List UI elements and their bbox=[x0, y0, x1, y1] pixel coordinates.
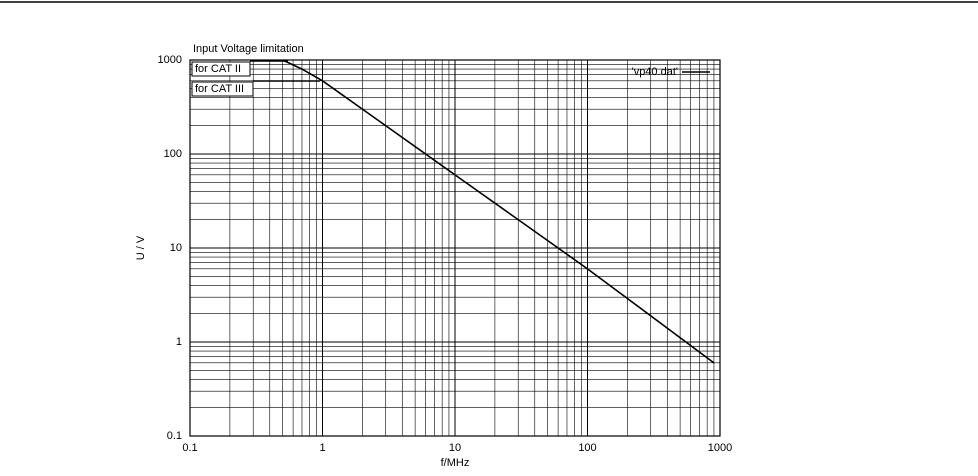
annotation: for CAT III bbox=[195, 83, 244, 95]
annotation-box bbox=[191, 81, 254, 97]
x-tick-label: 100 bbox=[578, 442, 596, 454]
y-axis-label: U / V bbox=[135, 235, 147, 260]
y-tick-label: 1 bbox=[176, 336, 182, 348]
y-tick-label: 0.1 bbox=[167, 430, 182, 442]
plot-frame bbox=[189, 59, 721, 437]
y-tick-label: 1000 bbox=[158, 54, 182, 66]
y-tick-label: 10 bbox=[170, 242, 182, 254]
annotation-box bbox=[191, 61, 251, 77]
legend-label: 'vp40.dat' bbox=[632, 66, 678, 78]
x-tick-label: 1 bbox=[319, 442, 325, 454]
data-line bbox=[282, 59, 715, 364]
y-tick-label: 100 bbox=[164, 148, 182, 160]
x-tick-label: 10 bbox=[449, 442, 461, 454]
x-tick-label: 1000 bbox=[708, 442, 732, 454]
x-tick-label: 0.1 bbox=[182, 442, 197, 454]
annotation: for CAT II bbox=[195, 63, 241, 75]
x-axis-label: f/MHz bbox=[441, 457, 470, 469]
annotation: Input Voltage limitation bbox=[193, 43, 304, 55]
